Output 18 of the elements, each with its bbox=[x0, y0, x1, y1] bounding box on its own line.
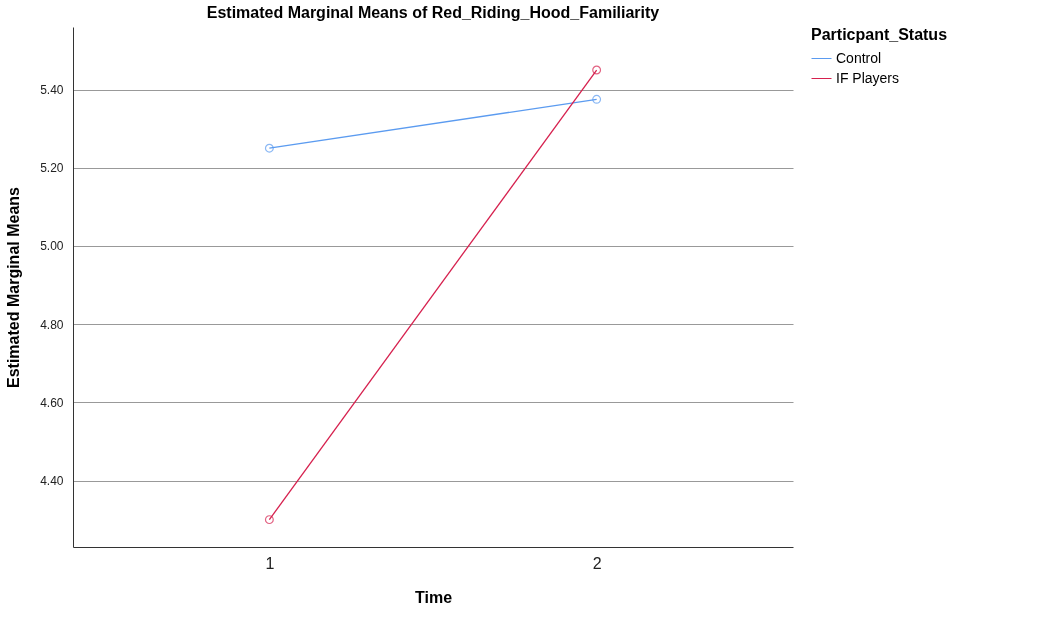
y-tick-label: 4.80 bbox=[40, 317, 64, 332]
legend-label: Control bbox=[836, 49, 882, 66]
y-tick-label: 5.20 bbox=[40, 161, 64, 176]
legend-title: Particpant_Status bbox=[811, 26, 948, 43]
point bbox=[592, 94, 602, 104]
y-tick-label: 5.00 bbox=[40, 239, 64, 254]
x-axis-title: Time bbox=[414, 588, 453, 606]
y-tick-label: 4.60 bbox=[40, 395, 64, 410]
legend-label: IF Players bbox=[836, 69, 900, 86]
x-tick-label: 1 bbox=[265, 554, 275, 572]
point bbox=[592, 65, 602, 75]
chart-title: Estimated Marginal Means of Red_Riding_Hood_Familiarity bbox=[206, 4, 660, 21]
y-axis-title: Estimated Marginal Means bbox=[5, 186, 23, 388]
y-tick-label: 5.40 bbox=[40, 83, 64, 98]
point bbox=[264, 143, 274, 153]
x-tick-label: 2 bbox=[592, 554, 602, 572]
y-tick-label: 4.40 bbox=[40, 474, 64, 489]
point bbox=[264, 515, 274, 525]
